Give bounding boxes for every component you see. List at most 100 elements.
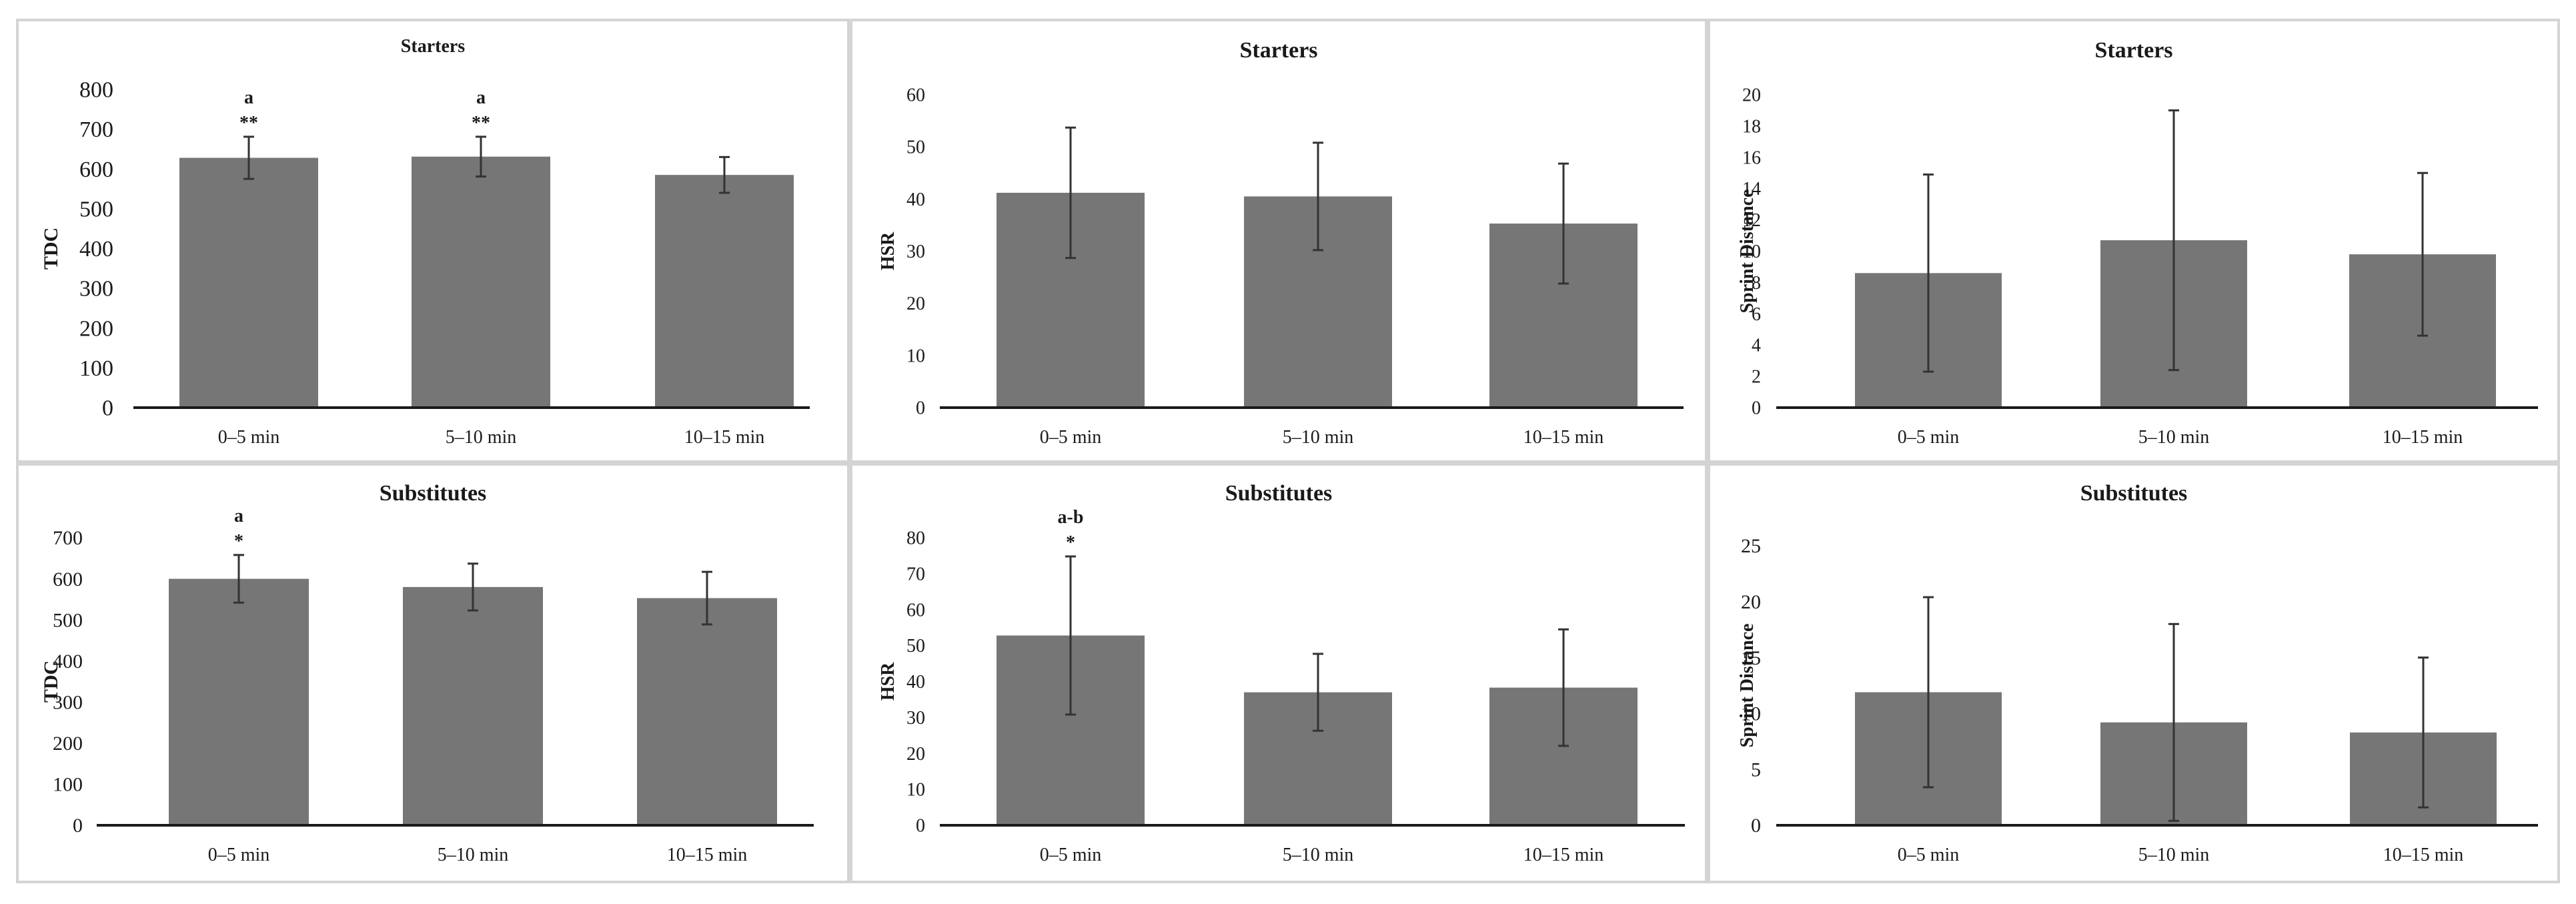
x-tick-label: 5–10 min [1283,427,1354,448]
y-tick-label: 80 [906,528,925,549]
chart-svg: Starters TDC 0 100 200 300 400 500 600 700 800 a ** 0… [40,36,810,448]
chart-panel-hsr-substitutes: Substitutes HSR 0 10 20 30 40 50 60 70 80 a-b * 0–5 m… [850,463,1708,883]
y-tick-label: 25 [1741,535,1761,557]
y-tick-label: 20 [906,294,925,314]
error-bar [233,554,244,604]
x-tick-label: 10–15 min [667,845,748,865]
y-tick-label: 8 [1752,273,1761,294]
significance-annotation: * [1066,532,1075,553]
x-tick-label: 0–5 min [1898,427,1960,448]
y-tick-label: 30 [906,708,925,729]
chart-title: Substitutes [2080,481,2188,506]
y-axis-label: Sprint Distance [1737,624,1758,748]
x-tick-label: 0–5 min [1040,845,1102,865]
y-tick-label: 16 [1742,147,1761,168]
x-tick-label: 5–10 min [2138,845,2210,865]
x-tick-label: 10–15 min [684,427,765,448]
chart-svg: Substitutes TDC 0 100 200 300 400 500 600 700 a * 0–… [40,481,814,865]
y-tick-label: 100 [53,774,83,796]
y-tick-label: 14 [1742,179,1761,199]
y-tick-label: 20 [1742,85,1761,106]
error-bar [243,135,254,180]
bar [403,586,543,825]
y-tick-label: 0 [1752,398,1761,419]
chart-title: Starters [1239,38,1317,63]
x-tick-label: 0–5 min [1040,427,1102,448]
bar [637,598,777,825]
x-tick-label: 5–10 min [438,845,509,865]
chart-panel-sprint-substitutes: Substitutes Sprint Distance 0 5 10 15 20 25 0–5 … [1708,463,2560,883]
y-tick-label: 700 [53,527,83,549]
error-bar [1065,555,1076,716]
error-bar [1923,596,1934,789]
chart-svg: Substitutes HSR 0 10 20 30 40 50 60 70 80 a-b * 0–5 m… [878,481,1685,865]
bar [412,156,550,408]
x-tick-label: 0–5 min [208,845,270,865]
chart-svg: Starters Sprint Distance 0 2 4 6 8 10 12 14 16 18 20… [1737,38,2538,448]
y-tick-label: 30 [906,242,925,262]
y-tick-label: 12 [1742,210,1761,231]
error-bar [1558,162,1569,285]
x-tick-label: 5–10 min [2138,427,2210,448]
y-axis-label: HSR [878,662,898,701]
y-axis-label: Sprint Distance [1737,189,1758,314]
y-tick-label: 0 [102,396,113,421]
y-tick-label: 60 [906,85,925,106]
y-tick-label: 5 [1751,759,1761,781]
y-tick-label: 0 [1751,815,1761,837]
significance-annotation: a [244,87,253,108]
y-tick-label: 4 [1752,336,1761,356]
significance-annotation: a [476,87,486,108]
chart-panel-sprint-starters: Starters Sprint Distance 0 2 4 6 8 10 12 14 16 18 20… [1708,19,2560,463]
y-tick-label: 50 [906,137,925,158]
chart-title: Starters [2094,38,2172,63]
y-tick-label: 15 [1741,647,1761,669]
y-tick-label: 400 [53,650,83,672]
significance-annotation: * [234,531,243,552]
y-tick-label: 0 [73,815,83,837]
error-bar [2418,656,2429,809]
bar [179,157,318,408]
y-tick-label: 40 [906,189,925,210]
error-bar [468,562,478,612]
y-tick-label: 60 [906,600,925,620]
y-axis-label: HSR [878,232,898,270]
significance-annotation: ** [239,113,258,133]
error-bar [702,570,712,626]
y-axis-label: TDC [40,660,62,703]
y-tick-label: 20 [1741,591,1761,613]
y-tick-label: 10 [906,346,925,366]
error-bar [1065,126,1076,260]
y-tick-label: 20 [906,744,925,765]
chart-svg: Substitutes Sprint Distance 0 5 10 15 20 25 0–5 … [1737,481,2538,865]
y-tick-label: 0 [916,398,925,419]
y-tick-label: 100 [79,356,113,381]
chart-svg: Starters HSR 0 10 20 30 40 50 60 0–5 min 5–10 min 1… [878,38,1684,448]
x-tick-label: 10–15 min [2383,427,2463,448]
chart-title: Starters [401,36,466,57]
significance-annotation: a [234,506,243,526]
y-tick-label: 500 [53,609,83,631]
error-bar [1313,652,1323,732]
chart-panel-hsr-starters: Starters HSR 0 10 20 30 40 50 60 0–5 min 5–10 min 1… [850,19,1708,463]
error-bar [2417,171,2428,337]
y-tick-label: 600 [79,157,113,182]
x-tick-label: 5–10 min [446,427,517,448]
y-tick-label: 10 [1742,242,1761,262]
y-tick-label: 700 [79,117,113,142]
x-tick-label: 10–15 min [1523,845,1604,865]
y-tick-label: 200 [53,733,83,755]
significance-annotation: ** [472,113,490,133]
error-bar [2168,109,2179,372]
error-bar [1558,628,1569,747]
chart-title: Substitutes [380,481,487,506]
chart-panel-tdc-substitutes: Substitutes TDC 0 100 200 300 400 500 600 700 a * 0–… [16,463,850,883]
y-tick-label: 300 [53,691,83,713]
error-bar [1313,141,1323,252]
y-tick-label: 200 [79,316,113,341]
y-tick-label: 6 [1752,304,1761,325]
x-tick-label: 5–10 min [1283,845,1354,865]
y-tick-label: 50 [906,636,925,656]
x-tick-label: 10–15 min [1523,427,1604,448]
bar [169,578,309,825]
